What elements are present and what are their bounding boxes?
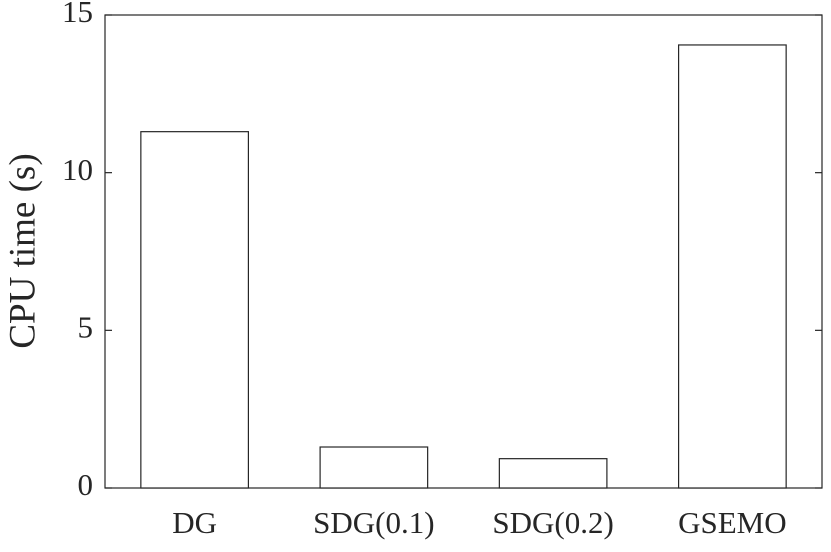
bar — [677, 44, 787, 489]
y-tick-label: 0 — [78, 467, 94, 502]
x-tick-label: SDG(0.1) — [313, 505, 434, 540]
bar — [319, 446, 429, 489]
bar — [498, 458, 608, 489]
y-axis-label: CPU time (s) — [2, 153, 43, 348]
y-tick-label: 15 — [62, 0, 93, 29]
bar — [140, 131, 250, 489]
x-tick-label: DG — [172, 505, 217, 540]
axes-box — [104, 14, 823, 489]
y-tick-label: 5 — [78, 309, 94, 344]
x-tick-label: GSEMO — [678, 505, 787, 540]
x-tick-label: SDG(0.2) — [492, 505, 613, 540]
y-tick-label: 10 — [62, 152, 93, 187]
